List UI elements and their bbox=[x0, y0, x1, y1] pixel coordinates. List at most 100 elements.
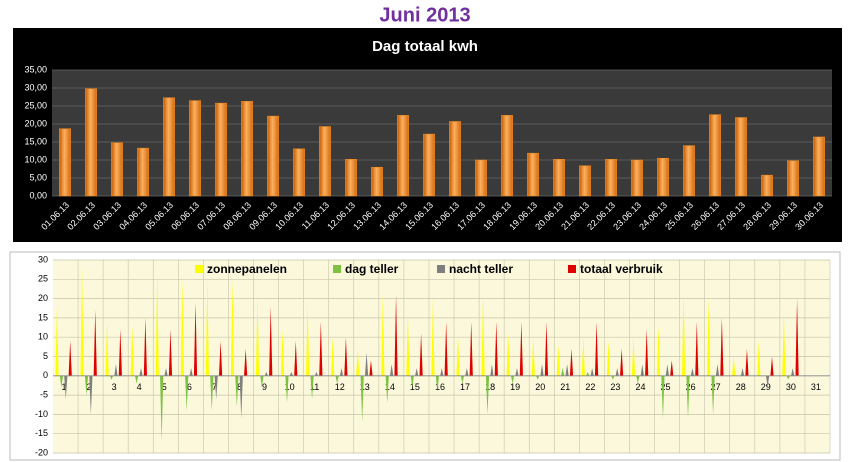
bar bbox=[657, 157, 669, 197]
spike bbox=[720, 317, 724, 376]
spike bbox=[494, 321, 498, 376]
bar bbox=[813, 136, 825, 197]
spike bbox=[611, 375, 615, 380]
spike bbox=[269, 306, 273, 376]
x-tick-label: 20 bbox=[535, 382, 545, 392]
spike bbox=[344, 337, 348, 376]
spike bbox=[339, 368, 344, 376]
spike bbox=[711, 375, 715, 415]
spike bbox=[294, 341, 298, 376]
spike bbox=[490, 364, 494, 376]
spike bbox=[218, 341, 223, 376]
spike bbox=[631, 337, 636, 376]
y-tick-label: 30,00 bbox=[24, 82, 47, 92]
spike bbox=[707, 298, 711, 376]
legend-swatch bbox=[568, 265, 576, 273]
spike bbox=[331, 337, 335, 376]
spike bbox=[431, 298, 435, 376]
spike bbox=[515, 368, 519, 376]
bar bbox=[111, 142, 123, 197]
spike bbox=[143, 317, 147, 376]
spike bbox=[519, 321, 523, 376]
spike bbox=[105, 321, 109, 376]
spike bbox=[109, 375, 114, 380]
spike bbox=[160, 375, 164, 442]
spike bbox=[640, 364, 644, 376]
bar bbox=[345, 159, 357, 197]
spike bbox=[360, 375, 364, 423]
y-tick-label: -5 bbox=[40, 389, 48, 399]
y-tick-label: -15 bbox=[35, 428, 48, 438]
spike bbox=[782, 314, 786, 376]
spike bbox=[740, 368, 745, 376]
spike bbox=[64, 375, 68, 399]
x-tick-label: 22 bbox=[585, 382, 595, 392]
spike bbox=[244, 348, 248, 376]
spike bbox=[586, 371, 590, 376]
spike bbox=[770, 356, 774, 376]
bar bbox=[761, 174, 773, 197]
spike bbox=[440, 368, 444, 376]
spike bbox=[581, 337, 585, 376]
spike bbox=[732, 356, 736, 376]
spike bbox=[715, 364, 720, 376]
spike bbox=[510, 375, 515, 384]
spike bbox=[686, 375, 690, 419]
bar bbox=[319, 126, 331, 197]
x-tick-label: 27 bbox=[711, 382, 721, 392]
x-tick-label: 4 bbox=[137, 382, 142, 392]
y-tick-label: 35,00 bbox=[24, 64, 47, 74]
spike bbox=[364, 352, 369, 376]
spike bbox=[319, 321, 323, 376]
y-tick-label: 20 bbox=[38, 293, 48, 303]
bar bbox=[501, 115, 513, 197]
spike bbox=[485, 375, 490, 415]
bar bbox=[137, 147, 149, 197]
spike bbox=[690, 368, 695, 376]
bar bbox=[163, 97, 175, 197]
x-tick-label: 11 bbox=[310, 382, 319, 392]
spike bbox=[314, 371, 319, 376]
spike bbox=[791, 368, 795, 376]
spike bbox=[394, 294, 398, 376]
x-tick-label: 9 bbox=[262, 382, 267, 392]
x-tick-label: 8 bbox=[237, 382, 242, 392]
spike bbox=[569, 348, 574, 376]
x-tick-label: 19 bbox=[510, 382, 520, 392]
spike bbox=[356, 348, 360, 376]
bar bbox=[605, 159, 617, 197]
spike bbox=[230, 279, 235, 376]
spike bbox=[59, 375, 63, 388]
spike bbox=[556, 344, 560, 376]
x-tick-label: 5 bbox=[162, 382, 167, 392]
x-tick-label: 12 bbox=[335, 382, 345, 392]
spike bbox=[280, 329, 285, 376]
spike bbox=[406, 314, 410, 376]
spike bbox=[289, 371, 293, 376]
y-tick-label: 10,00 bbox=[24, 154, 47, 164]
spike bbox=[661, 375, 665, 419]
spike bbox=[620, 348, 624, 376]
spike bbox=[84, 375, 89, 396]
y-tick-label: 0,00 bbox=[29, 190, 47, 200]
spike bbox=[561, 368, 565, 376]
spike bbox=[456, 337, 460, 376]
spike bbox=[235, 375, 239, 407]
bar bbox=[735, 117, 747, 197]
page-title: Juni 2013 bbox=[379, 4, 470, 26]
spike bbox=[55, 306, 59, 376]
spike bbox=[665, 364, 669, 376]
bar bbox=[475, 159, 487, 197]
spike bbox=[80, 267, 84, 376]
x-tick-label: 26 bbox=[686, 382, 696, 392]
spike bbox=[285, 375, 289, 403]
bar bbox=[423, 133, 435, 197]
spike bbox=[185, 375, 189, 411]
bar bbox=[59, 128, 71, 197]
spike bbox=[745, 348, 749, 376]
spike bbox=[385, 375, 389, 403]
spike bbox=[168, 329, 173, 376]
bar bbox=[215, 102, 227, 197]
spike bbox=[114, 364, 118, 376]
x-tick-label: 17 bbox=[460, 382, 470, 392]
